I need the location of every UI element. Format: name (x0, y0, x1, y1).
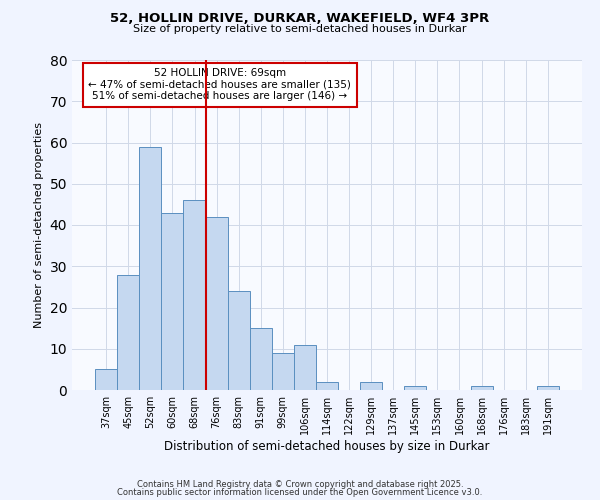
Bar (227, 291, 250, 390)
Bar (272, 353, 294, 390)
Bar (537, 386, 559, 390)
Bar (184, 200, 206, 390)
Bar (470, 386, 493, 390)
Bar (117, 274, 139, 390)
Text: 52 HOLLIN DRIVE: 69sqm
← 47% of semi-detached houses are smaller (135)
51% of se: 52 HOLLIN DRIVE: 69sqm ← 47% of semi-det… (88, 68, 352, 102)
Bar (250, 328, 272, 390)
X-axis label: Distribution of semi-detached houses by size in Durkar: Distribution of semi-detached houses by … (164, 440, 490, 453)
Bar (404, 386, 427, 390)
Text: Contains public sector information licensed under the Open Government Licence v3: Contains public sector information licen… (118, 488, 482, 497)
Bar (316, 382, 338, 390)
Bar (161, 212, 184, 390)
Bar (206, 217, 227, 390)
Bar (360, 382, 382, 390)
Text: Contains HM Land Registry data © Crown copyright and database right 2025.: Contains HM Land Registry data © Crown c… (137, 480, 463, 489)
Bar (294, 344, 316, 390)
Y-axis label: Number of semi-detached properties: Number of semi-detached properties (34, 122, 44, 328)
Text: 52, HOLLIN DRIVE, DURKAR, WAKEFIELD, WF4 3PR: 52, HOLLIN DRIVE, DURKAR, WAKEFIELD, WF4… (110, 12, 490, 26)
Text: Size of property relative to semi-detached houses in Durkar: Size of property relative to semi-detach… (133, 24, 467, 34)
Bar (95, 370, 117, 390)
Bar (139, 146, 161, 390)
